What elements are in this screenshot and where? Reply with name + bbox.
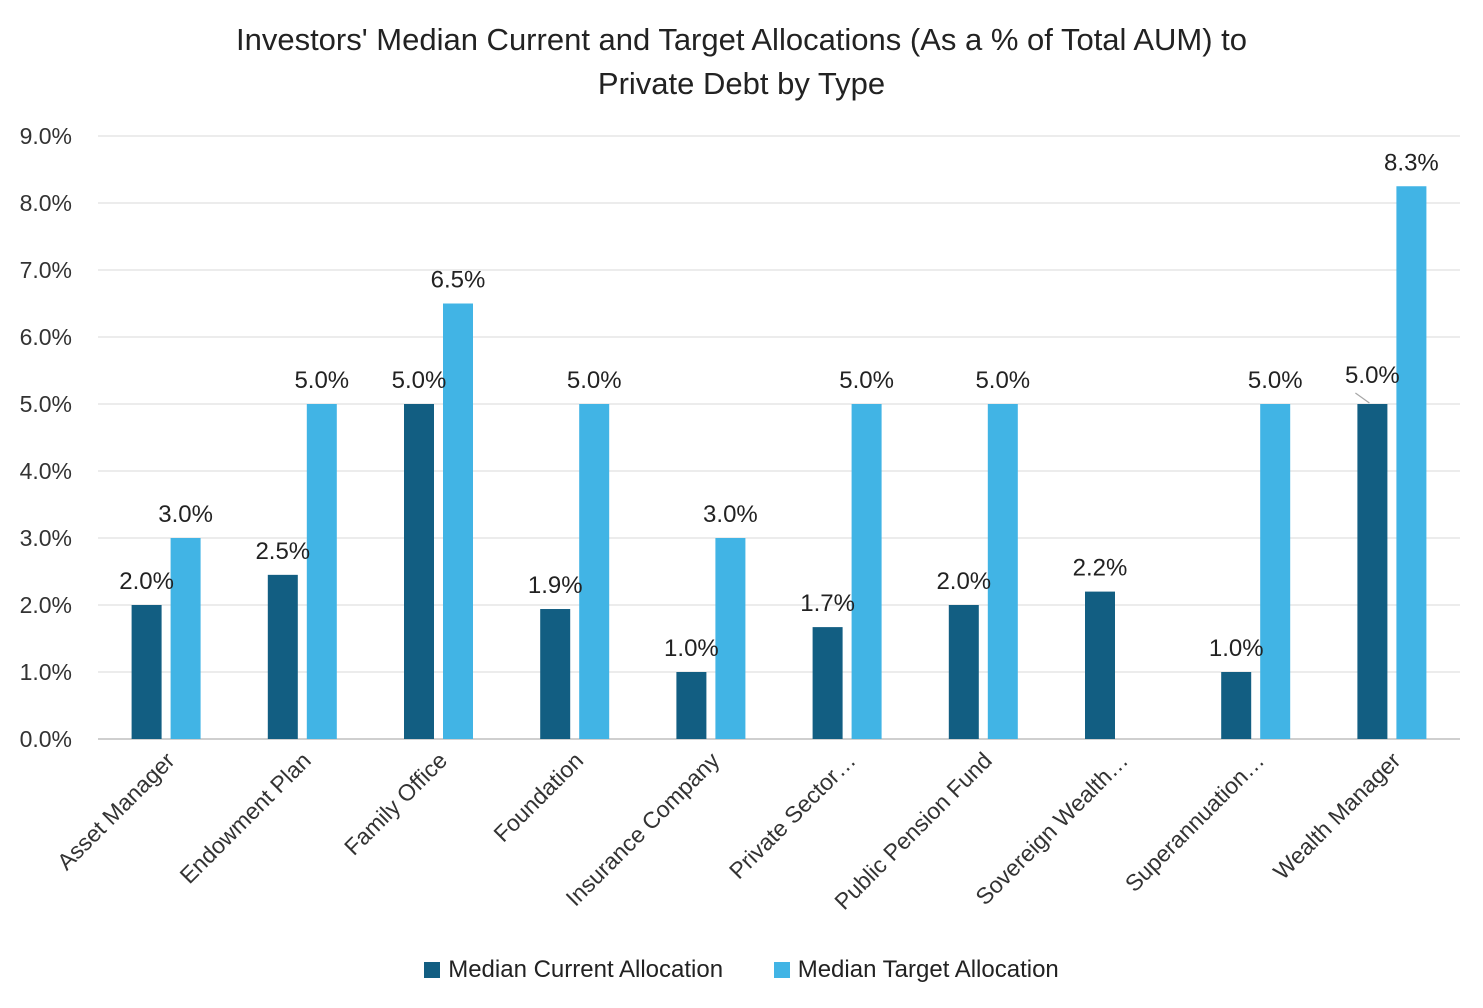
x-tick-label: Superannuation… [1120, 747, 1269, 896]
data-label-target: 5.0% [975, 367, 1030, 394]
chart-title-line-2: Private Debt by Type [597, 66, 886, 101]
bar-target [987, 404, 1018, 739]
x-tick-label: Insurance Company [560, 747, 724, 911]
data-label-current: 2.0% [119, 568, 174, 595]
x-tick-label: Wealth Manager [1268, 747, 1406, 885]
bar-target [170, 538, 201, 739]
bar-target [306, 404, 337, 739]
x-tick-label: Family Office [339, 747, 452, 860]
legend: Median Current Allocation Median Target … [0, 956, 1483, 985]
data-label-current: 1.0% [664, 635, 719, 662]
y-tick-label: 5.0% [20, 391, 72, 417]
legend-label-target: Median Target Allocation [797, 956, 1059, 983]
data-label-target: 5.0% [1248, 367, 1303, 394]
legend-swatch-target [773, 962, 790, 978]
x-tick-label: Foundation [488, 747, 588, 847]
legend-item-target: Median Target Allocation [773, 956, 1059, 984]
chart-title-line-1: Investors' Median Current and Target All… [235, 22, 1248, 57]
bar-current [131, 605, 162, 739]
data-label-target: 6.5% [431, 267, 486, 294]
legend-label-current: Median Current Allocation [448, 956, 724, 983]
data-label-current: 5.0% [1345, 362, 1400, 389]
leader-line [1355, 392, 1370, 404]
data-label-current: 1.9% [528, 572, 583, 599]
bar-target [1260, 404, 1291, 739]
data-label-target: 5.0% [567, 367, 622, 394]
data-labels: 2.0% 3.0% 2.5% 5.0% 5.0% 6.5% 1.9% 5.0% 1.0% 3.0%… [119, 149, 1439, 662]
x-tick-label: Sovereign Wealth… [970, 747, 1133, 910]
bar-target [1396, 186, 1427, 739]
bars [131, 186, 1427, 739]
x-tick-label: Endowment Plan [174, 747, 315, 888]
x-tick-label: Asset Manager [52, 747, 180, 875]
bar-current [267, 574, 298, 739]
bar-current [1085, 591, 1115, 739]
data-label-current: 2.0% [936, 568, 991, 595]
bar-current [404, 404, 434, 739]
y-tick-label: 8.0% [20, 190, 72, 216]
data-label-current: 2.5% [255, 538, 310, 565]
chart-title: Investors' Median Current and Target All… [0, 18, 1483, 106]
data-label-current: 2.2% [1073, 555, 1128, 582]
y-tick-label: 9.0% [20, 123, 72, 149]
bar-current [1221, 672, 1252, 739]
data-label-current: 5.0% [392, 367, 447, 394]
y-tick-label: 3.0% [20, 525, 72, 551]
y-tick-label: 6.0% [20, 324, 72, 350]
legend-swatch-current [424, 962, 441, 978]
y-tick-label: 1.0% [20, 659, 72, 685]
bar-current [676, 672, 707, 739]
data-label-current: 1.7% [800, 590, 855, 617]
data-label-target: 3.0% [158, 501, 213, 528]
bar-current [948, 605, 979, 739]
y-tick-label: 4.0% [20, 458, 72, 484]
data-label-current: 1.0% [1209, 635, 1264, 662]
bar-target [715, 538, 746, 739]
data-label-target: 5.0% [294, 367, 349, 394]
bar-current [1357, 404, 1388, 739]
bar-target [443, 303, 473, 739]
x-tick-label: Private Sector… [724, 747, 861, 884]
bar-current [812, 627, 843, 739]
bar-current [540, 609, 571, 739]
y-tick-label: 7.0% [20, 257, 72, 283]
data-label-target: 5.0% [839, 367, 894, 394]
data-label-target: 8.3% [1384, 149, 1439, 176]
y-tick-label: 0.0% [20, 726, 72, 752]
bar-target [851, 404, 882, 739]
y-tick-label: 2.0% [20, 592, 72, 618]
legend-item-current: Median Current Allocation [424, 956, 723, 984]
y-axis-tick-labels: 0.0% 1.0% 2.0% 3.0% 4.0% 5.0% 6.0% 7.0% 8.0% 9.0% [20, 123, 72, 752]
bar-target [579, 404, 610, 739]
data-label-target: 3.0% [703, 501, 758, 528]
